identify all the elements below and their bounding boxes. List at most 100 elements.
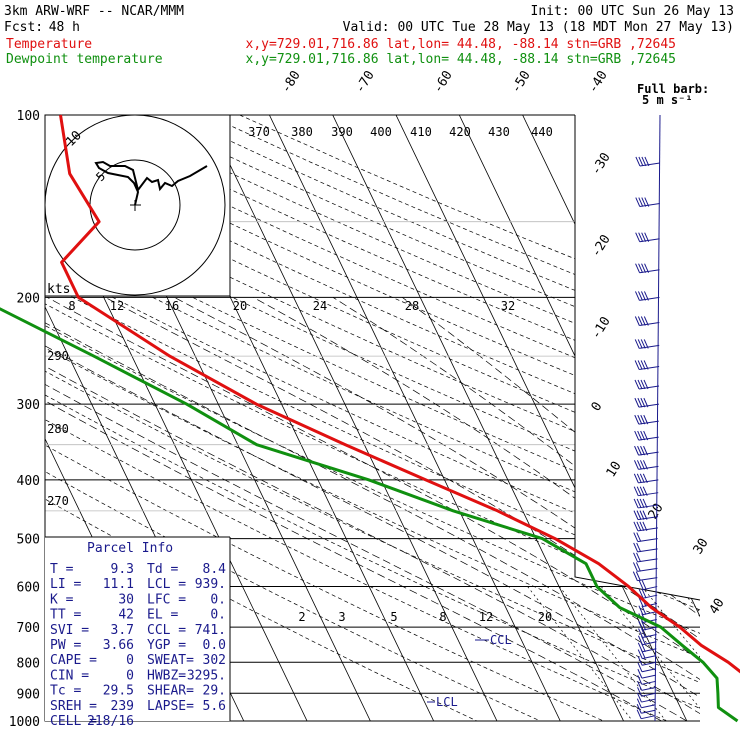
parcel-row-label-b: SHEAR= [147,684,194,699]
isotherm-label: 30 [691,536,712,557]
theta-low-label: 280 [47,422,69,436]
wet-bulb-label: 12 [110,299,124,313]
parcel-markers: CCL LCL [427,633,512,709]
wind-barb [633,486,659,497]
wet-bulb-label: 24 [313,299,327,313]
parcel-row-label-b: LFC = [147,592,186,607]
theta-label: 380 [291,125,313,139]
parcel-row-label-a: CIN = [50,668,89,683]
wet-bulb-label: 32 [501,299,515,313]
isotherm-label: -60 [431,68,456,96]
mixing-ratio-label: 3 [338,610,345,624]
parcel-row-label-a: PW = [50,638,81,653]
parcel-row-label-a: SVI = [50,623,89,638]
pressure-tick-label: 500 [17,533,40,548]
wind-barb [634,339,660,349]
wet-bulb-label: 28 [405,299,419,313]
isotherm-label: -10 [589,314,614,342]
full-barb-units: 5 m s⁻¹ [642,93,693,107]
isotherm-label: -40 [586,68,611,96]
isotherm-label: 10 [604,459,625,480]
valid-time: Valid: 00 UTC Tue 28 May 13 (18 MDT Mon … [343,20,734,35]
parcel-row-value-a: 42 [118,608,134,623]
theta-label: 420 [449,125,471,139]
theta-low-label: 290 [47,349,69,363]
isotherm-label: -80 [279,68,304,96]
parcel-row-label-b: LCL = [147,577,186,592]
parcel-row-value-a: 30 [118,592,134,607]
wind-barb [637,687,656,697]
wind-barb [637,649,657,660]
wind-barb [638,605,657,616]
parcel-row-label-b: YGP = [147,638,186,653]
wind-barb [635,263,660,274]
mixing-ratio-label: 20 [538,610,552,624]
wind-barb [638,588,658,599]
parcel-row-label-a: TT = [50,608,81,623]
parcel-row-label-b: CCL = [147,623,186,638]
wind-barb [634,397,659,408]
mixing-ratio-labels: 2 3 5 8 12 20 [298,610,552,624]
parcel-row-label-b: HWBZ= [147,668,186,683]
hodograph-units: kts [47,282,70,297]
mixing-ratio-label: 12 [479,610,493,624]
wind-barb [632,562,658,572]
parcel-info-box: Parcel Info T = 9.3 Td = 8.4 LI = 11.1 LCL = 93… [45,536,231,729]
parcel-row-label-a: CAPE = [50,653,97,668]
parcel-row-label-b: SWEAT= [147,653,194,668]
parcel-row-value-b: 0. [210,608,226,623]
theta-label: 390 [331,125,353,139]
wind-barb [638,580,658,591]
parcel-row-label-b: EL = [147,608,178,623]
parcel-row-label-a: LI = [50,577,81,592]
wind-barb [635,156,660,167]
parcel-row-value-a: 9.3 [111,562,134,577]
isotherm-label: -20 [589,232,614,260]
wind-barb [634,379,660,390]
wind-barb [633,498,659,509]
parcel-row-value-b: 5.6 [203,699,226,714]
wind-barb [636,709,656,720]
theta-low-label: 270 [47,494,69,508]
wind-barb [636,704,656,714]
pressure-tick-label: 700 [17,621,40,636]
wind-barb [635,197,660,208]
pressure-axis: 100 200 300 400 500 600 700 800 900 1000 [9,109,40,730]
wet-bulb-labels: 8 12 16 20 24 28 32 [68,299,515,313]
wind-barb [633,460,659,470]
parcel-row-label-b: LAPSE= [147,699,194,714]
temperature-legend: Temperature [6,37,92,52]
parcel-row-label-b: Td = [147,562,178,577]
parcel-row-value-a: 29.5 [103,684,134,699]
parcel-row-label-a: Tc = [50,684,81,699]
temperature-station-info: x,y=729.01,716.86 lat,lon= 44.48, -88.14… [246,37,676,52]
ccl-marker: CCL [490,633,512,647]
wind-barbs [632,114,661,722]
parcel-row-value-b: 3295. [187,668,226,683]
wind-barb [634,430,659,441]
pressure-tick-label: 1000 [9,715,40,730]
theta-label: 410 [410,125,432,139]
wind-barb [637,662,657,673]
wind-barb [634,316,660,327]
wind-barb [636,692,656,703]
parcel-row-value-a: 218/16 [87,714,134,729]
isotherm-label: -70 [353,68,378,96]
isotherm-label: -50 [509,68,534,96]
mixing-ratio-label: 5 [390,610,397,624]
lcl-marker: LCL [436,695,458,709]
wind-barb [633,552,658,563]
wind-barb [633,473,659,484]
forecast-label: Fcst: [4,20,43,35]
isotherm-label: 40 [707,596,728,617]
parcel-row-label-a: T = [50,562,74,577]
isotherm-label: 0 [589,400,606,415]
sounding-series [0,114,740,723]
parcel-row-value-a: 239 [111,699,134,714]
parcel-info-title: Parcel Info [87,541,173,556]
parcel-row-value-a: 0 [126,668,134,683]
parcel-row-value-a: 11.1 [103,577,134,592]
parcel-row-label-a: CELL = [50,714,97,729]
wind-barb [634,445,659,456]
isotherm-label: -30 [589,150,614,178]
